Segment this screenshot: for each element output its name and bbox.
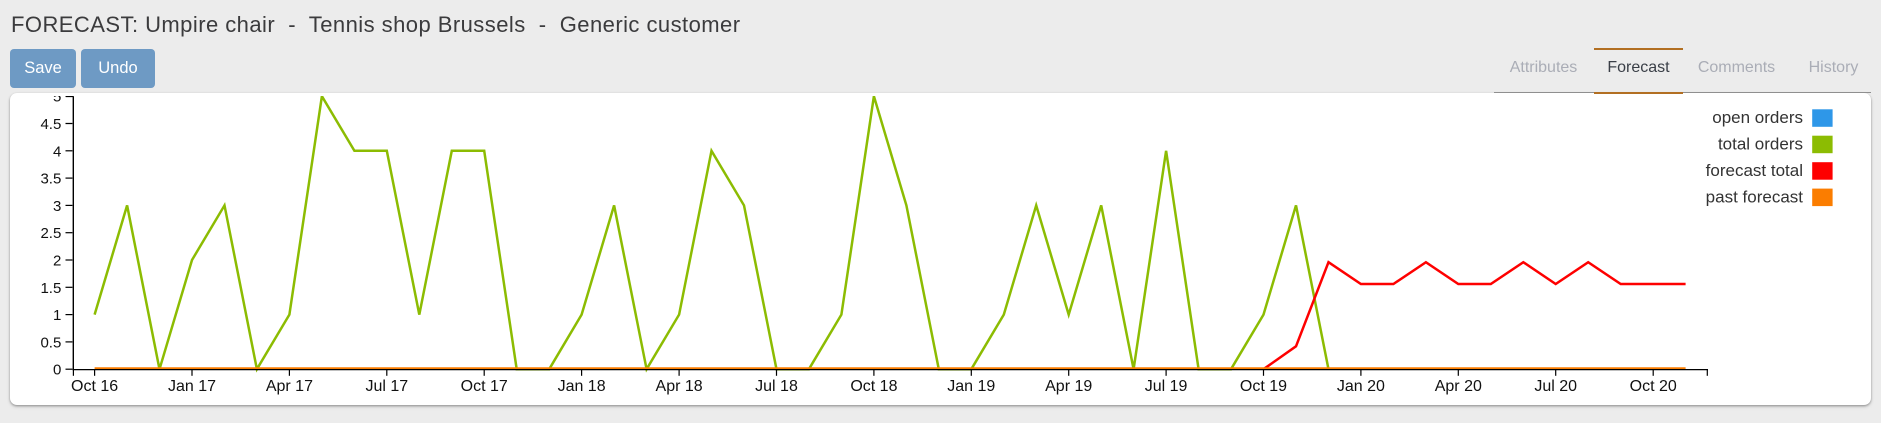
svg-text:Apr 19: Apr 19 — [1045, 378, 1092, 395]
svg-text:Apr 18: Apr 18 — [656, 378, 703, 395]
svg-text:Jul 19: Jul 19 — [1145, 378, 1188, 395]
svg-text:Jul 18: Jul 18 — [755, 378, 798, 395]
svg-text:4.5: 4.5 — [40, 116, 61, 133]
svg-text:Apr 17: Apr 17 — [266, 378, 313, 395]
svg-text:1: 1 — [53, 307, 61, 324]
svg-text:Oct 17: Oct 17 — [461, 378, 508, 395]
svg-text:4: 4 — [53, 143, 61, 160]
svg-text:Jan 17: Jan 17 — [168, 378, 216, 395]
svg-text:Jul 17: Jul 17 — [365, 378, 408, 395]
svg-text:Apr 20: Apr 20 — [1435, 378, 1482, 395]
svg-text:open orders: open orders — [1712, 108, 1803, 127]
svg-text:Oct 18: Oct 18 — [850, 378, 897, 395]
svg-text:0.5: 0.5 — [40, 334, 61, 351]
svg-text:Jan 18: Jan 18 — [558, 378, 606, 395]
svg-text:Oct 16: Oct 16 — [71, 378, 118, 395]
svg-text:3.5: 3.5 — [40, 171, 61, 188]
svg-text:2: 2 — [53, 253, 61, 270]
svg-text:Oct 20: Oct 20 — [1630, 378, 1677, 395]
svg-text:Jan 20: Jan 20 — [1337, 378, 1385, 395]
svg-text:1.5: 1.5 — [40, 280, 61, 297]
svg-text:past forecast: past forecast — [1706, 187, 1804, 206]
svg-text:forecast total: forecast total — [1706, 161, 1803, 180]
svg-text:5: 5 — [53, 96, 61, 106]
svg-text:Jul 20: Jul 20 — [1534, 378, 1577, 395]
svg-text:Oct 19: Oct 19 — [1240, 378, 1287, 395]
svg-text:0: 0 — [53, 362, 61, 379]
svg-text:total orders: total orders — [1718, 134, 1803, 153]
svg-text:3: 3 — [53, 198, 61, 215]
svg-text:2.5: 2.5 — [40, 225, 61, 242]
svg-text:Jan 19: Jan 19 — [947, 378, 995, 395]
